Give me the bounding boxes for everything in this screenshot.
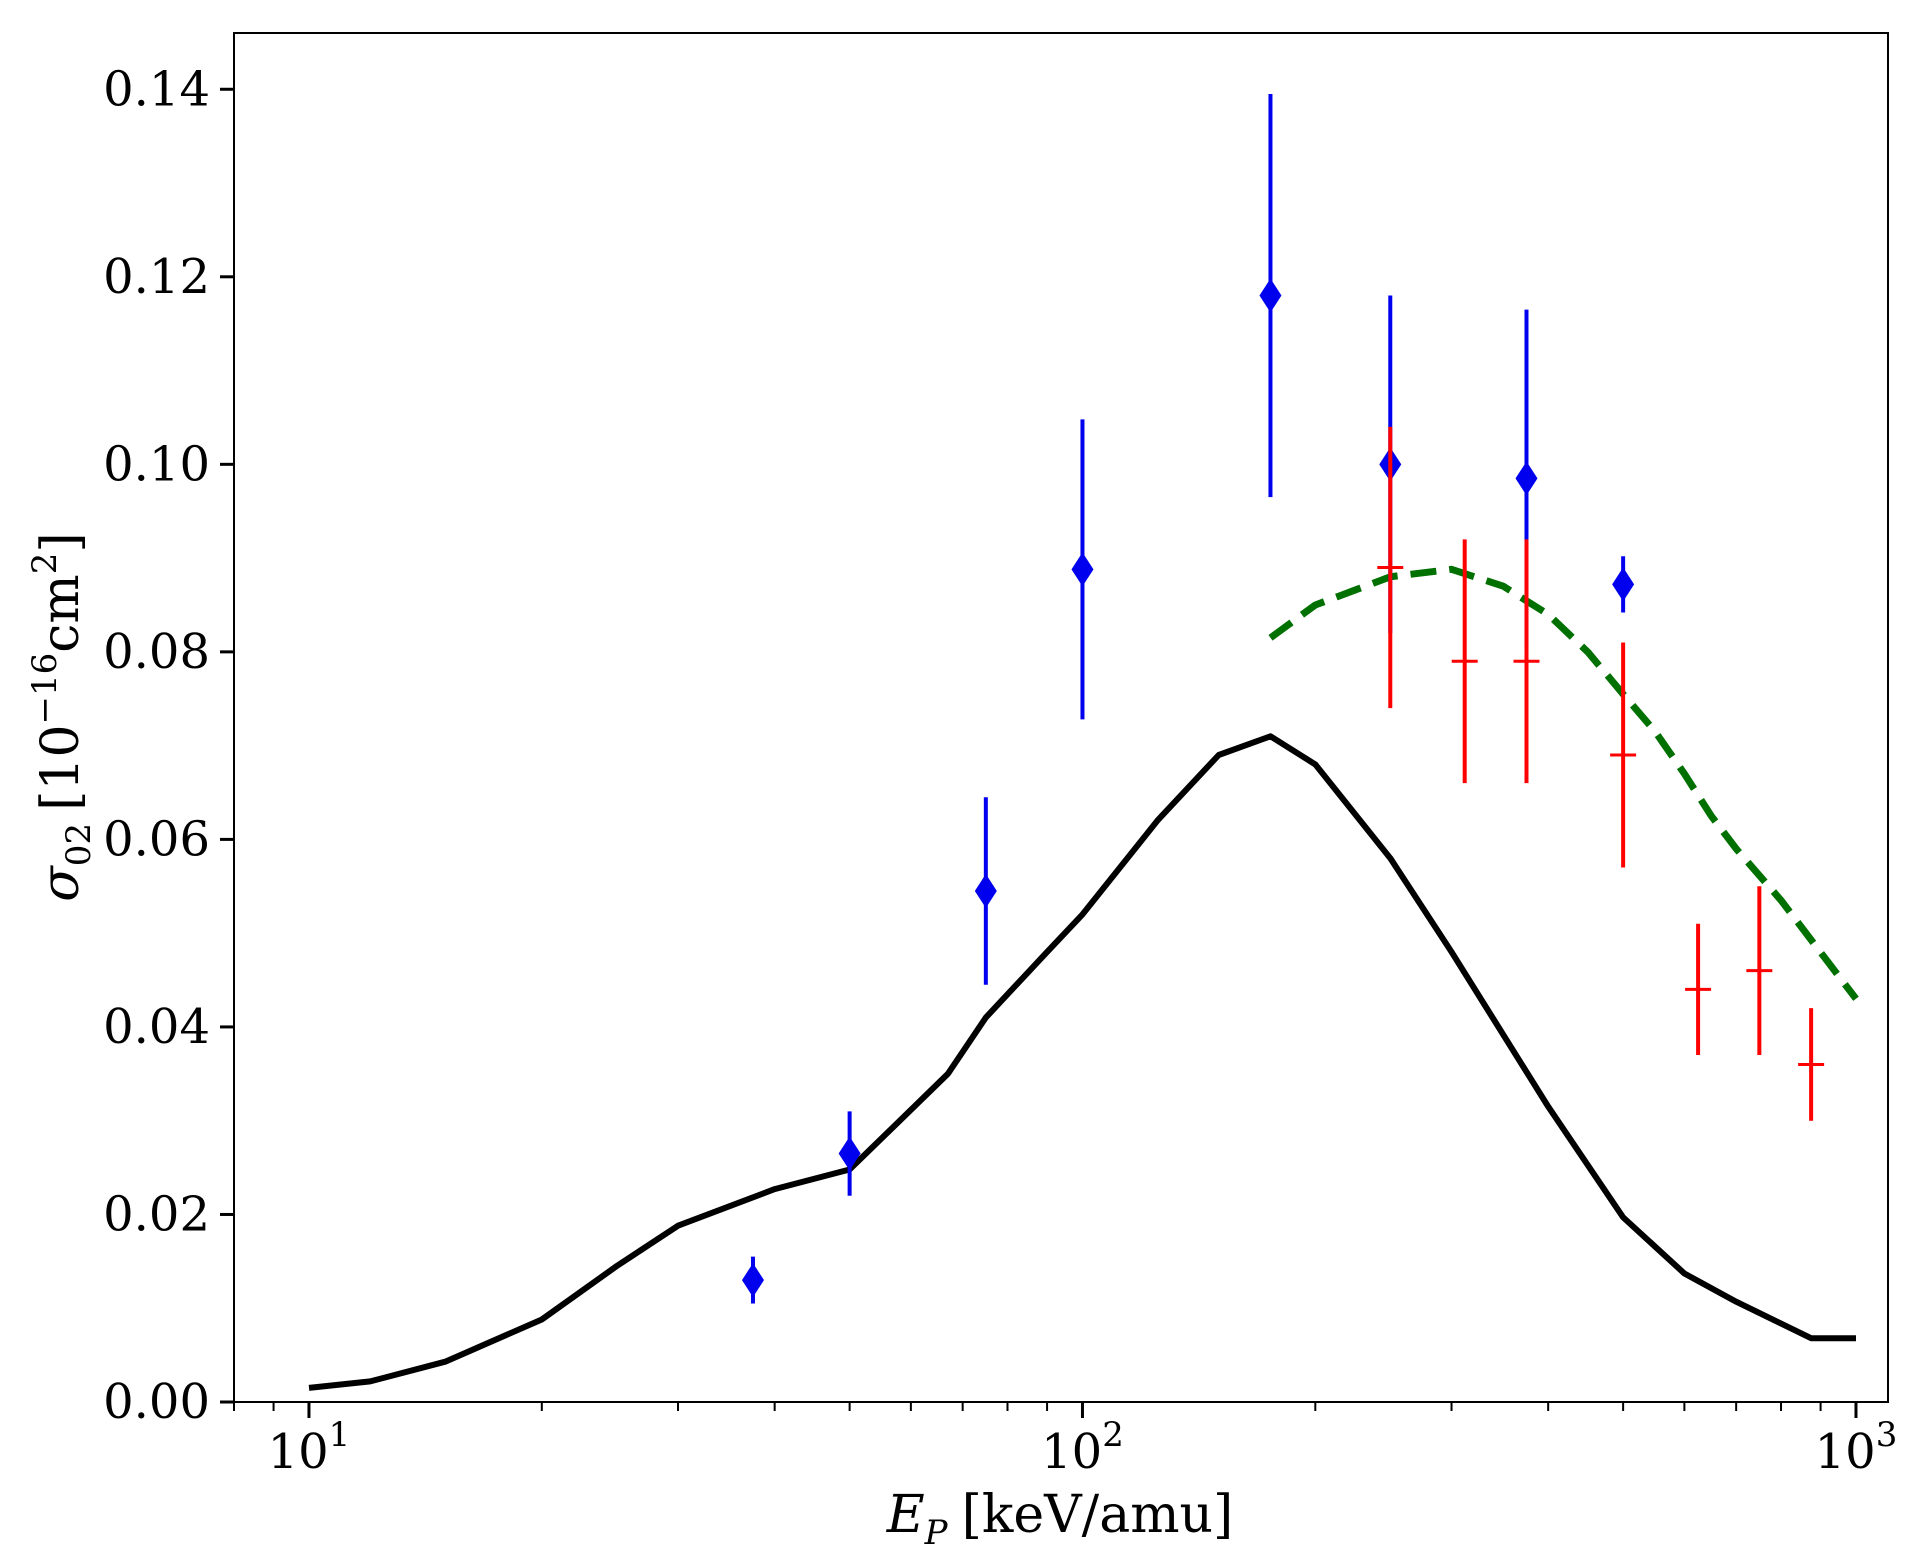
y-tick-label: 0.14 (103, 61, 210, 117)
point-experiment-blue (1259, 278, 1282, 313)
y-tick-label: 0.00 (103, 1374, 210, 1430)
y-tick-label: 0.02 (103, 1186, 210, 1242)
y-tick-label: 0.04 (103, 999, 210, 1055)
point-experiment-blue (1515, 461, 1538, 496)
y-tick-label: 0.08 (103, 624, 210, 680)
y-tick-label: 0.12 (103, 249, 210, 305)
plot-area (308, 93, 1859, 1391)
plot-frame (233, 32, 1889, 1403)
point-experiment-blue (838, 1136, 861, 1171)
x-tick-label: 101 (268, 1415, 351, 1480)
x-axis-label: EP [keV/amu] (886, 1485, 1234, 1553)
series-theory-dashed (1268, 565, 1859, 1001)
y-tick-label: 0.06 (103, 811, 210, 867)
point-experiment-blue (974, 873, 997, 908)
axes: 0.00 0.02 0.04 0.06 0.08 0.10 0.12 0.14 101 102 10… (103, 61, 1897, 1480)
y-tick-label: 0.10 (103, 436, 210, 492)
point-experiment-blue (741, 1263, 764, 1298)
point-experiment-blue (1071, 552, 1094, 587)
y-axis-label: σ02[10−16cm2] (25, 532, 99, 901)
point-experiment-blue (1612, 567, 1635, 602)
x-tick-label: 102 (1041, 1415, 1124, 1480)
series-theory-solid (308, 733, 1856, 1391)
x-tick-label: 103 (1815, 1415, 1898, 1480)
